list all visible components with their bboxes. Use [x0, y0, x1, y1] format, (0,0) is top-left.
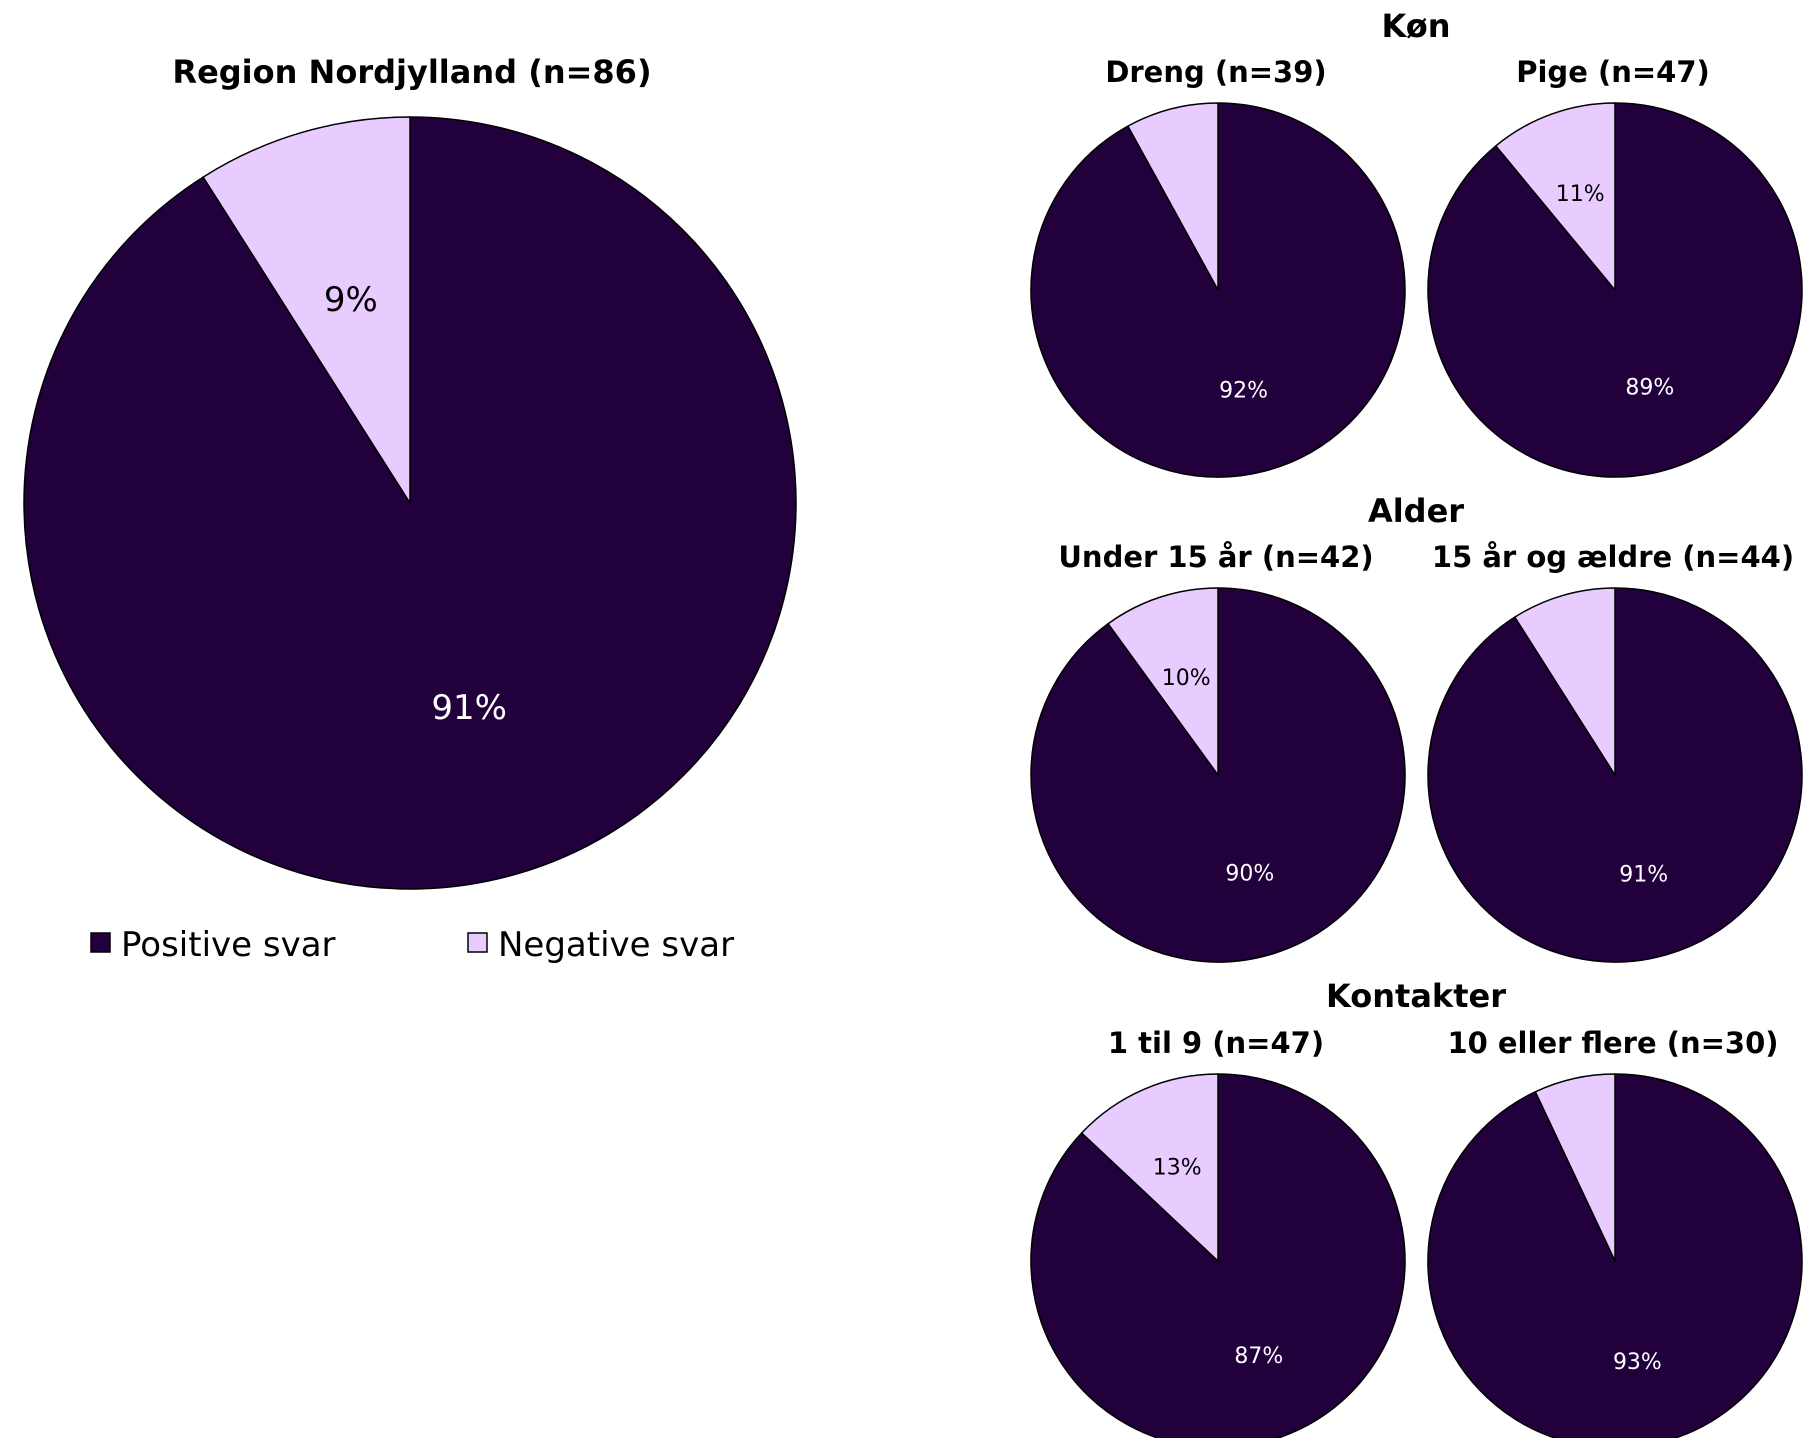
pie-slice-pige-negative — [1495, 102, 1616, 291]
pie-slice-1-til-9-negative — [1080, 1073, 1219, 1262]
pie-pige: 89% 11% — [1427, 102, 1803, 478]
legend-swatch-negative — [467, 932, 488, 953]
data-label-dreng-positive: 92% — [1219, 378, 1268, 403]
pie-slice-dreng-negative — [1127, 102, 1219, 291]
data-label-under-15-negative: 10% — [1162, 666, 1211, 691]
data-label-region-nordjylland-negative: 9% — [324, 280, 378, 320]
main-chart-title: Region Nordjylland (n=86) — [172, 53, 651, 91]
pie-slice-10-eller-flere-negative — [1534, 1073, 1616, 1262]
legend-swatch-positive — [90, 932, 111, 953]
pie-under-15: 90% 10% — [1030, 587, 1406, 963]
chart-title-15-og-aeldre: 15 år og ældre (n=44) — [1432, 540, 1794, 574]
pie-region-nordjylland: 91% 9% — [23, 116, 797, 890]
group-heading-kon: Køn — [1382, 7, 1451, 45]
data-label-15-og-aeldre-positive: 91% — [1619, 863, 1668, 888]
pie-slice-region-nordjylland-negative — [202, 116, 411, 504]
group-heading-alder: Alder — [1368, 492, 1464, 530]
pie-dreng: 92% — [1030, 102, 1406, 478]
chart-title-under-15: Under 15 år (n=42) — [1058, 540, 1373, 574]
data-label-10-eller-flere-positive: 93% — [1613, 1350, 1662, 1375]
pie-1-til-9: 87% 13% — [1030, 1073, 1406, 1438]
group-heading-kontakter: Kontakter — [1326, 977, 1506, 1015]
pies: 91% 9% 92% 89% 11% 90% 10% 91% 87% 13% 93% — [23, 102, 1803, 1438]
chart-title-1-til-9: 1 til 9 (n=47) — [1108, 1026, 1324, 1060]
data-label-1-til-9-negative: 13% — [1153, 1155, 1202, 1180]
data-label-1-til-9-positive: 87% — [1234, 1344, 1283, 1369]
pie-15-og-aeldre: 91% — [1427, 587, 1803, 963]
pie-10-eller-flere: 93% — [1427, 1073, 1803, 1438]
legend-label-positive: Positive svar — [121, 925, 336, 965]
data-label-pige-negative: 11% — [1556, 182, 1605, 207]
chart-title-10-eller-flere: 10 eller flere (n=30) — [1447, 1026, 1778, 1060]
legend: Positive svar Negative svar — [90, 925, 734, 965]
data-label-under-15-positive: 90% — [1225, 862, 1274, 887]
legend-label-negative: Negative svar — [498, 925, 734, 965]
data-label-pige-positive: 89% — [1625, 376, 1674, 401]
chart-title-dreng: Dreng (n=39) — [1105, 55, 1326, 89]
chart-title-pige: Pige (n=47) — [1516, 55, 1710, 89]
pie-slice-under-15-negative — [1107, 587, 1219, 776]
pie-slice-15-og-aeldre-negative — [1514, 587, 1616, 776]
data-label-region-nordjylland-positive: 91% — [431, 688, 507, 728]
